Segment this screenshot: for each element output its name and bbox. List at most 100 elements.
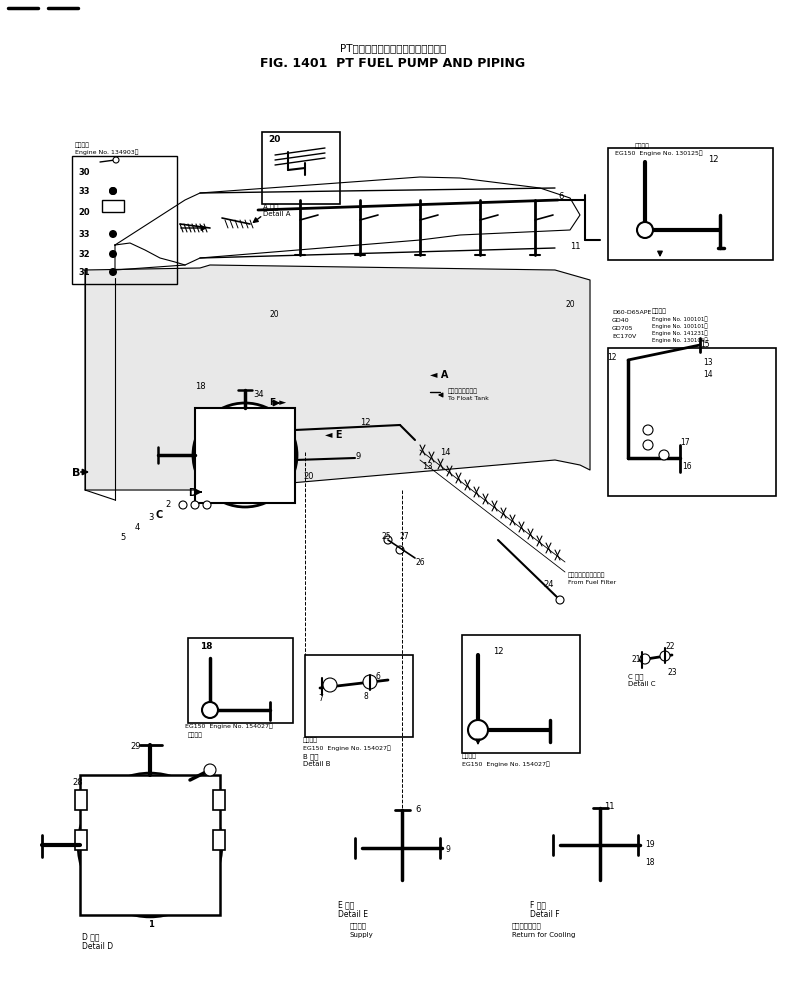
Bar: [213, 790, 225, 810]
Circle shape: [95, 790, 205, 900]
Text: 1: 1: [148, 920, 154, 929]
Circle shape: [202, 702, 218, 718]
Bar: [80, 775, 220, 915]
Text: 20: 20: [270, 310, 280, 319]
Text: Detail D: Detail D: [82, 942, 113, 951]
Text: Engine No. 100101～: Engine No. 100101～: [652, 323, 707, 329]
Text: 20: 20: [268, 135, 281, 144]
Text: 24: 24: [543, 580, 553, 589]
Text: 26: 26: [415, 558, 424, 567]
Text: 11: 11: [604, 802, 615, 811]
Text: B 詳細: B 詳細: [303, 753, 318, 760]
Circle shape: [109, 187, 117, 195]
Text: 23: 23: [668, 668, 678, 677]
Text: EG150  Engine No. 130125～: EG150 Engine No. 130125～: [615, 150, 703, 155]
Text: 29: 29: [130, 742, 141, 751]
Circle shape: [637, 222, 653, 238]
Text: 27: 27: [400, 532, 410, 541]
Text: EC170V: EC170V: [612, 334, 636, 339]
Text: 6: 6: [375, 672, 380, 681]
Circle shape: [115, 810, 185, 880]
Circle shape: [135, 830, 165, 860]
Text: 14: 14: [440, 448, 450, 457]
Circle shape: [113, 157, 119, 163]
Text: 11: 11: [570, 242, 581, 251]
Text: 13: 13: [703, 358, 713, 367]
Text: 適用号機: 適用号機: [188, 732, 203, 737]
Bar: [608, 348, 776, 496]
Text: Detail C: Detail C: [628, 681, 656, 687]
Text: 19: 19: [645, 840, 655, 849]
Text: 6: 6: [558, 192, 564, 201]
Circle shape: [204, 764, 216, 776]
Circle shape: [203, 501, 211, 509]
Text: F ►: F ►: [270, 398, 286, 407]
Text: フェエルフィルタから: フェエルフィルタから: [568, 572, 605, 577]
Bar: [75, 790, 87, 810]
Text: 31: 31: [78, 268, 90, 277]
Text: 3: 3: [148, 513, 153, 522]
Circle shape: [660, 651, 670, 661]
Text: 30: 30: [78, 168, 90, 177]
Circle shape: [179, 501, 187, 509]
Text: 適用号機: 適用号機: [75, 142, 90, 147]
Circle shape: [109, 250, 117, 258]
Text: 7: 7: [318, 694, 323, 703]
Text: Engine No. 141231～: Engine No. 141231～: [652, 330, 707, 336]
Text: 18: 18: [645, 858, 655, 867]
Circle shape: [109, 268, 117, 276]
Text: Engine No. 134903～: Engine No. 134903～: [75, 149, 138, 154]
Bar: [462, 635, 580, 753]
Text: D60-D65APE: D60-D65APE: [612, 310, 652, 315]
Polygon shape: [115, 177, 580, 270]
Text: 8: 8: [364, 692, 369, 701]
Text: 6: 6: [415, 805, 421, 814]
Text: GD40: GD40: [612, 318, 630, 323]
Circle shape: [363, 675, 377, 689]
Circle shape: [193, 403, 297, 507]
Text: 12: 12: [360, 418, 370, 427]
Text: Engine No. 130106～: Engine No. 130106～: [652, 337, 707, 343]
Text: F 詳細: F 詳細: [530, 900, 546, 909]
Circle shape: [640, 654, 650, 664]
Text: Detail F: Detail F: [530, 910, 560, 919]
Text: B: B: [72, 468, 80, 478]
Text: Supply: Supply: [350, 932, 374, 938]
Text: 適用号機: 適用号機: [635, 143, 650, 148]
Text: 16: 16: [682, 462, 692, 471]
Text: ◄ E: ◄ E: [325, 430, 343, 440]
Text: 15: 15: [700, 340, 710, 349]
Text: サプライ: サプライ: [350, 922, 367, 929]
Text: 適用号機: 適用号機: [303, 737, 318, 742]
Bar: [72, 156, 177, 284]
Bar: [305, 655, 413, 737]
Text: 21: 21: [632, 655, 641, 664]
Text: 18: 18: [200, 642, 212, 651]
Text: Engine No. 100101～: Engine No. 100101～: [652, 316, 707, 321]
Text: EG150  Engine No. 154027～: EG150 Engine No. 154027～: [462, 761, 549, 767]
Text: GD705: GD705: [612, 326, 634, 331]
Text: 13: 13: [422, 462, 432, 471]
Text: ◄ A: ◄ A: [430, 370, 448, 380]
Text: 20: 20: [565, 300, 575, 309]
Circle shape: [109, 230, 117, 238]
Text: EG150  Engine No. 154027～: EG150 Engine No. 154027～: [303, 745, 391, 750]
Text: E 詳細: E 詳細: [338, 900, 354, 909]
Circle shape: [643, 425, 653, 435]
Text: C 詳細: C 詳細: [628, 673, 644, 680]
Circle shape: [237, 447, 253, 463]
Circle shape: [396, 546, 404, 554]
Circle shape: [109, 187, 117, 195]
Text: EG150  Engine No. 154027～: EG150 Engine No. 154027～: [185, 723, 273, 729]
Text: D 詳細: D 詳細: [82, 932, 100, 941]
Text: D: D: [188, 488, 196, 498]
Text: 32: 32: [78, 250, 90, 259]
Text: 9: 9: [355, 452, 360, 461]
Circle shape: [659, 450, 669, 460]
Circle shape: [323, 678, 337, 692]
Text: Detail E: Detail E: [338, 910, 368, 919]
Text: 28: 28: [72, 778, 83, 787]
Text: 2: 2: [165, 500, 171, 509]
Text: リターン冷却用: リターン冷却用: [512, 922, 542, 929]
Bar: [195, 408, 295, 503]
